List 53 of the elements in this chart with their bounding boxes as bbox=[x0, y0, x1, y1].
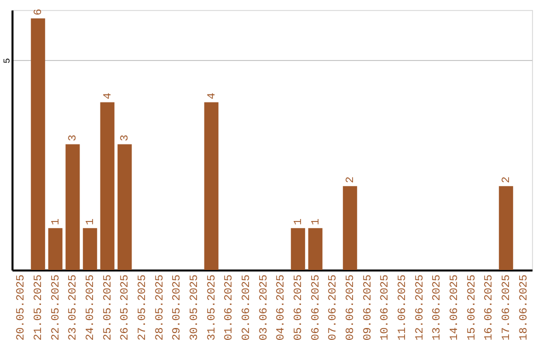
bar bbox=[204, 102, 218, 270]
x-tick-label: 30.05.2025 bbox=[189, 274, 201, 340]
x-tick-label: 04.06.2025 bbox=[276, 274, 288, 340]
y-tick-label: 5 bbox=[2, 58, 12, 64]
bar bbox=[48, 228, 62, 270]
data-label: 6 bbox=[33, 8, 45, 16]
x-tick-label: 29.05.2025 bbox=[172, 274, 184, 340]
x-tick-label: 15.06.2025 bbox=[466, 274, 478, 340]
data-label: 1 bbox=[50, 218, 62, 226]
x-tick-label: 06.06.2025 bbox=[310, 274, 322, 340]
x-tick-label: 20.05.2025 bbox=[16, 274, 28, 340]
x-tick-label: 02.06.2025 bbox=[241, 274, 253, 340]
x-tick-label: 17.06.2025 bbox=[501, 274, 513, 340]
data-label: 2 bbox=[501, 176, 513, 184]
bar bbox=[82, 228, 98, 270]
x-tick-label: 10.06.2025 bbox=[380, 274, 392, 340]
x-tick-label: 09.06.2025 bbox=[362, 274, 374, 340]
x-tick-label: 12.06.2025 bbox=[414, 274, 426, 340]
x-tick-label: 23.05.2025 bbox=[68, 274, 80, 340]
data-label: 2 bbox=[345, 176, 357, 184]
bar bbox=[100, 102, 114, 270]
x-tick-label: 28.05.2025 bbox=[154, 274, 166, 340]
data-label: 1 bbox=[310, 218, 322, 226]
x-tick-label: 03.06.2025 bbox=[258, 274, 270, 340]
x-tick-label: 07.06.2025 bbox=[328, 274, 340, 340]
bar bbox=[66, 144, 80, 270]
x-tick-label: 24.05.2025 bbox=[85, 274, 97, 340]
bar bbox=[342, 186, 358, 270]
bar bbox=[118, 144, 132, 270]
x-tick-label: 27.05.2025 bbox=[137, 274, 149, 340]
bar bbox=[308, 228, 322, 270]
data-label: 1 bbox=[85, 218, 97, 226]
x-tick-label: 05.06.2025 bbox=[293, 274, 305, 340]
x-tick-label: 21.05.2025 bbox=[33, 274, 45, 340]
x-tick-label: 14.06.2025 bbox=[449, 274, 461, 340]
data-label: 4 bbox=[206, 92, 218, 100]
x-tick-label: 31.05.2025 bbox=[206, 274, 218, 340]
x-tick-label: 26.05.2025 bbox=[120, 274, 132, 340]
x-tick-label: 16.06.2025 bbox=[484, 274, 496, 340]
bar bbox=[290, 228, 306, 270]
x-tick-label: 25.05.2025 bbox=[102, 274, 114, 340]
bar bbox=[30, 18, 46, 270]
data-label: 3 bbox=[68, 134, 80, 142]
data-label: 1 bbox=[293, 218, 305, 226]
x-tick-label: 11.06.2025 bbox=[397, 274, 409, 340]
x-tick-label: 13.06.2025 bbox=[432, 274, 444, 340]
bar bbox=[498, 186, 514, 270]
data-label: 4 bbox=[102, 92, 114, 100]
x-tick-label: 01.06.2025 bbox=[224, 274, 236, 340]
x-tick-label: 22.05.2025 bbox=[50, 274, 62, 340]
x-tick-label: 18.06.2025 bbox=[518, 274, 530, 340]
data-label: 3 bbox=[120, 134, 132, 142]
x-tick-label: 08.06.2025 bbox=[345, 274, 357, 340]
